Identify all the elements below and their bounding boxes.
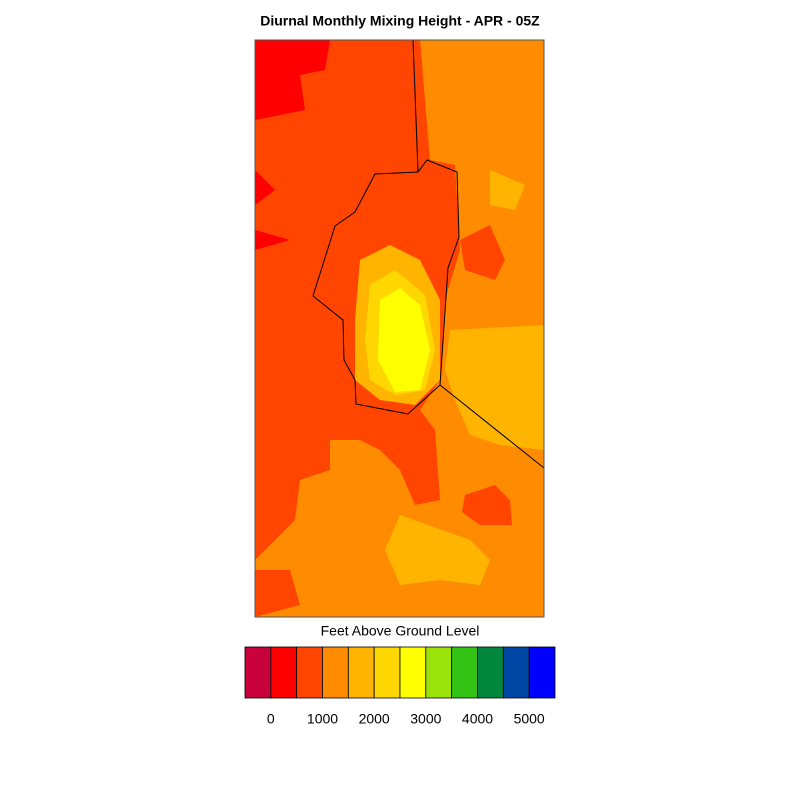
colorbar-box [244,646,272,699]
contour-fill [445,325,544,450]
colorbar-box [425,646,453,699]
colorbar-box [347,646,375,699]
colorbar-box [451,646,478,699]
colorbar-box [296,646,323,699]
colorbar-tick-label: 4000 [462,711,493,727]
colorbar-box [477,646,504,699]
boundary [412,39,419,173]
contour-fill [385,515,490,585]
colorbar-tick-label: 0 [267,711,275,727]
boundary [439,384,545,469]
colorbar-tick-label: 3000 [410,711,441,727]
colorbar-box [399,646,427,699]
contour-fill [255,570,300,617]
colorbar-box [502,646,530,699]
colorbar-box [528,646,556,699]
contour-fill [255,170,275,205]
colorbar-label: Feet Above Ground Level [321,623,480,639]
contour-fill [255,40,330,120]
contour-fill [462,485,512,525]
contour-fill [378,288,430,392]
contour-fill [460,225,505,280]
colorbar-box [373,646,401,699]
colorbar-box [322,646,349,699]
colorbar-tick-label: 5000 [514,711,545,727]
contour-fill [255,230,290,250]
contour-fill [490,170,525,210]
title: Diurnal Monthly Mixing Height - APR - 05… [260,13,540,29]
colorbar: 0 1000 2000 3000 4000 5000 [244,646,556,727]
boundary [312,159,460,415]
contour-map [254,39,545,618]
map-frame [254,39,545,618]
colorbar-tick-label: 2000 [359,711,390,727]
colorbar-box [270,646,298,699]
colorbar-tick-label: 1000 [307,711,338,727]
